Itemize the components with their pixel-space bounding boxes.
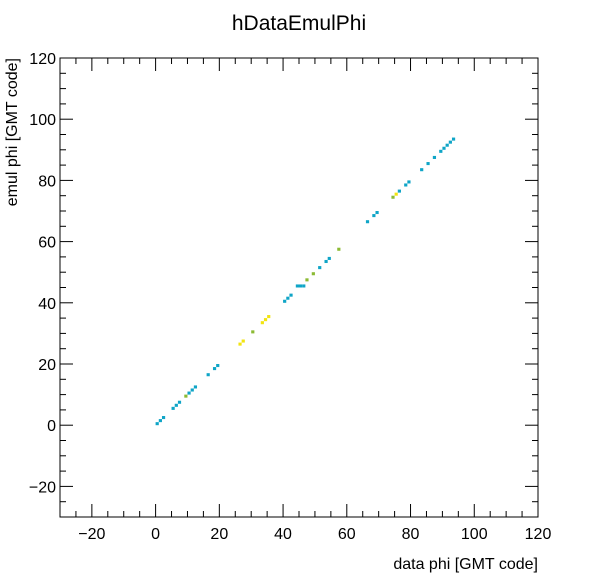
x-tick-label: 60	[338, 526, 356, 543]
heatmap-cell	[241, 339, 245, 343]
x-tick-label: −20	[78, 526, 105, 543]
heatmap-cell	[327, 256, 331, 260]
y-tick-label: 100	[29, 112, 56, 129]
heatmap-cell	[407, 180, 411, 184]
heatmap-cells	[155, 137, 456, 426]
heatmap-cell	[420, 168, 424, 172]
y-axis-label: emul phi [GMT code]	[4, 58, 21, 206]
y-tick-label: −20	[29, 479, 56, 496]
x-tick-label: 0	[151, 526, 160, 543]
heatmap-cell	[432, 155, 437, 159]
heatmap-cell	[193, 385, 198, 389]
heatmap-cell	[289, 293, 293, 297]
heatmap-cell	[324, 259, 328, 264]
heatmap-cell	[302, 284, 306, 288]
heatmap-cell	[445, 143, 449, 147]
x-tick-label: 20	[210, 526, 228, 543]
heatmap-cell	[161, 416, 166, 420]
heatmap-cell	[190, 388, 194, 392]
heatmap-cell	[448, 140, 452, 144]
x-tick-label: 100	[461, 526, 488, 543]
x-tick-label: 120	[525, 526, 552, 543]
heatmap-cell	[212, 367, 217, 371]
y-axis-ticks: −20 0 20 40 60 80 100 120	[29, 51, 538, 518]
heatmap-cell	[451, 137, 456, 141]
heatmap-cell	[295, 284, 299, 288]
heatmap-cell	[299, 284, 303, 288]
heatmap-cell	[365, 220, 370, 224]
heatmap-cell	[158, 419, 162, 423]
heatmap-cell	[174, 403, 178, 407]
x-axis-ticks: −20 0 20 40 60 80 100 120	[59, 58, 552, 543]
x-tick-label: 80	[402, 526, 420, 543]
heatmap-cell	[391, 195, 395, 199]
heatmap-cell	[283, 299, 287, 303]
heatmap-cell	[394, 192, 398, 196]
heatmap-cell	[311, 272, 315, 276]
x-axis-label: data phi [GMT code]	[393, 556, 538, 573]
heatmap-cell	[397, 189, 401, 193]
heatmap-cell	[187, 391, 191, 395]
heatmap-cell	[238, 342, 242, 346]
heatmap-cell	[171, 406, 175, 410]
heatmap-cell	[260, 321, 264, 325]
heatmap-cell	[206, 373, 210, 377]
heatmap-cell	[155, 422, 159, 426]
heatmap-cell	[372, 214, 376, 218]
y-tick-label: 80	[38, 173, 56, 190]
heatmap-cell	[426, 162, 430, 166]
heatmap-cell	[286, 296, 290, 300]
heatmap-cell	[337, 247, 341, 251]
chart-title: hDataEmulPhi	[232, 12, 366, 35]
y-tick-label: 120	[29, 51, 56, 68]
heatmap-cell	[216, 364, 220, 368]
heatmap-cell	[318, 266, 322, 270]
heatmap-cell	[263, 318, 268, 322]
heatmap-cell	[439, 149, 443, 153]
heatmap-cell	[177, 400, 182, 404]
heatmap-cell	[442, 146, 446, 150]
heatmap-cell	[375, 211, 379, 215]
y-tick-label: 40	[38, 296, 56, 313]
y-tick-label: 20	[38, 357, 56, 374]
x-tick-label: 40	[274, 526, 292, 543]
heatmap-cell	[267, 315, 271, 319]
heatmap-cell	[305, 278, 309, 282]
heatmap-cell	[184, 394, 188, 398]
y-tick-label: 60	[38, 235, 56, 252]
heatmap-cell	[251, 330, 255, 334]
y-tick-label: 0	[47, 418, 56, 435]
heatmap-cell	[404, 183, 408, 187]
